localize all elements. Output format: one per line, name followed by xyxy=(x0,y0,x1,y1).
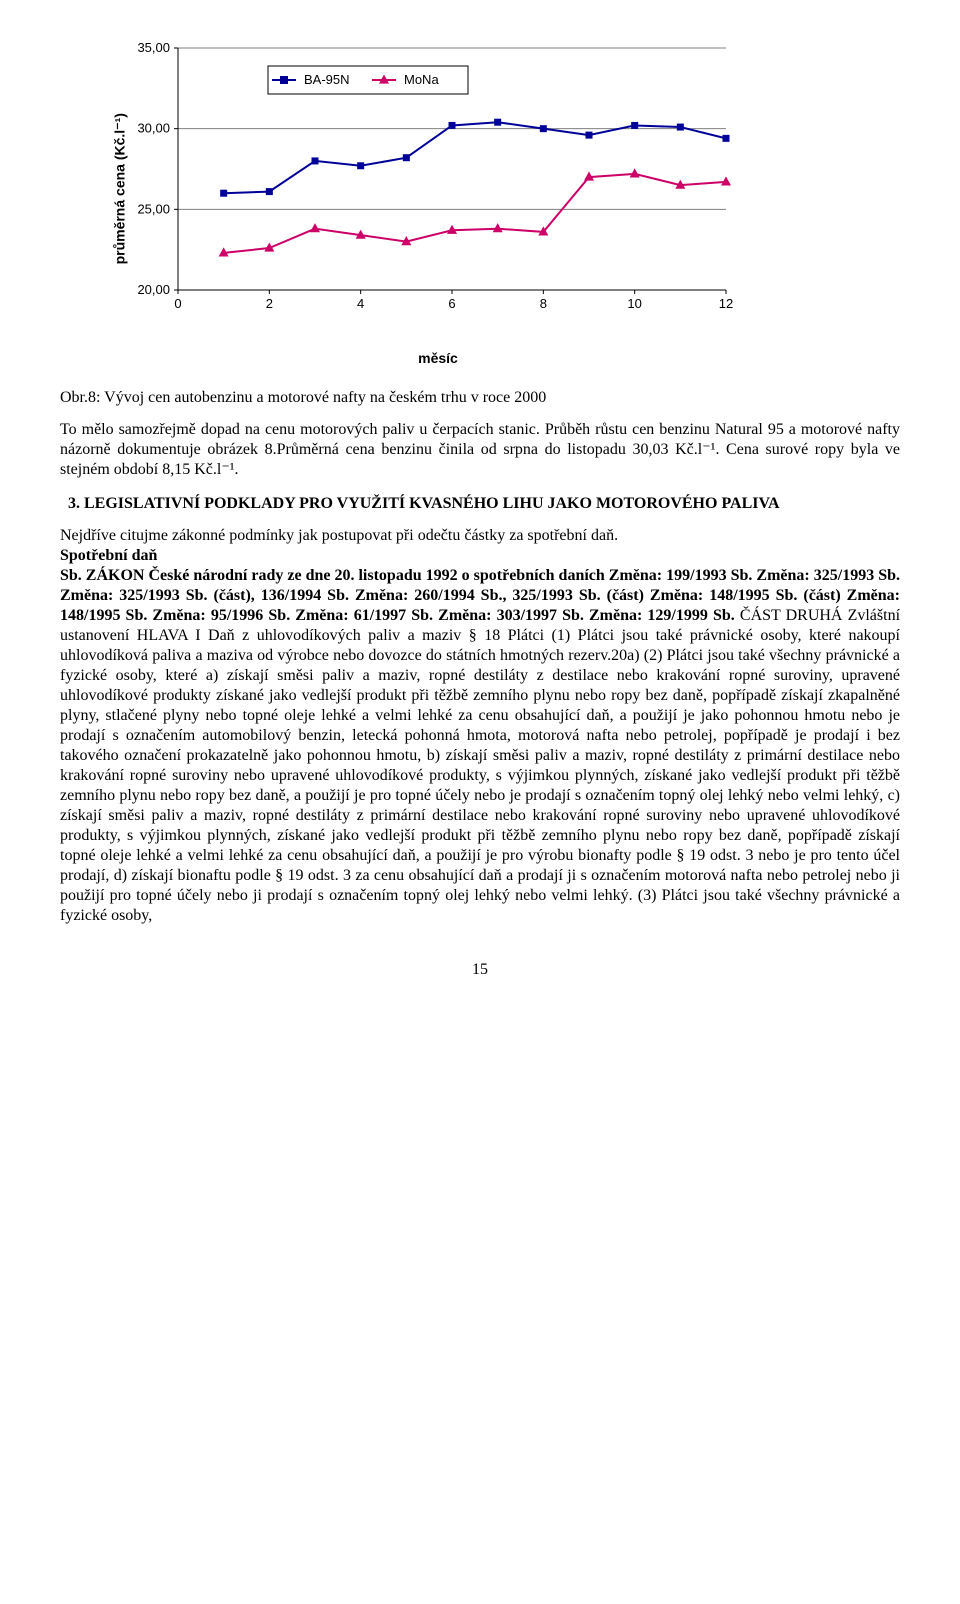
svg-text:0: 0 xyxy=(174,296,181,311)
figure-caption: Obr.8: Vývoj cen autobenzinu a motorové … xyxy=(60,388,900,408)
svg-text:6: 6 xyxy=(448,296,455,311)
svg-text:4: 4 xyxy=(357,296,364,311)
x-axis-label: měsíc xyxy=(128,350,748,368)
svg-text:12: 12 xyxy=(719,296,733,311)
page-number: 15 xyxy=(60,960,900,980)
y-axis-label: průměrná cena (Kč.l⁻¹) xyxy=(100,40,124,320)
chart-svg: 20,00 25,00 30,00 35,00 0 2 4 6 8 10 12 BA-95N MoNa xyxy=(128,40,748,340)
svg-text:2: 2 xyxy=(266,296,273,311)
svg-text:25,00: 25,00 xyxy=(137,201,170,216)
chart-plot-area: 20,0025,0030,0035,00024681012BA-95NMoNa … xyxy=(128,40,748,368)
svg-text:MoNa: MoNa xyxy=(404,72,439,87)
law-body: ČÁST DRUHÁ Zvláštní ustanovení HLAVA I D… xyxy=(60,607,900,924)
svg-text:10: 10 xyxy=(627,296,641,311)
svg-text:8: 8 xyxy=(540,296,547,311)
svg-text:20,00: 20,00 xyxy=(137,282,170,297)
svg-text:35,00: 35,00 xyxy=(137,40,170,55)
section-3-heading: 3. LEGISLATIVNÍ PODKLADY PRO VYUŽITÍ KVA… xyxy=(60,494,900,514)
law-text-block: Sb. ZÁKON České národní rady ze dne 20. … xyxy=(60,566,900,926)
svg-text:30,00: 30,00 xyxy=(137,121,170,136)
section-intro: Nejdříve citujme zákonné podmínky jak po… xyxy=(60,526,900,546)
fuel-price-chart: průměrná cena (Kč.l⁻¹) 20,00 25,00 30,00 35… xyxy=(100,40,780,368)
spotrebni-dan-heading: Spotřební daň xyxy=(60,546,900,566)
intro-paragraph: To mělo samozřejmě dopad na cenu motorov… xyxy=(60,420,900,480)
svg-text:BA-95N: BA-95N xyxy=(304,72,350,87)
